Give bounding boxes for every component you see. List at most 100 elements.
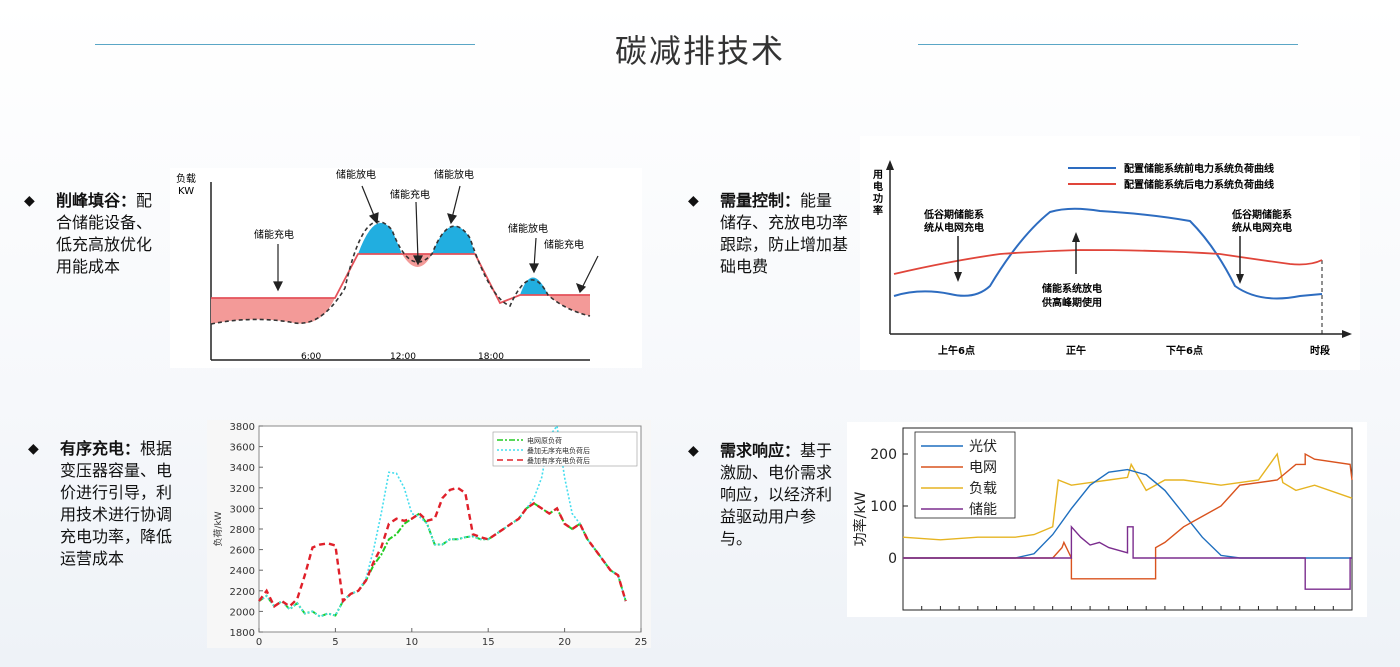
legend-label: 储能 (969, 502, 997, 518)
annotation-line: 供高峰期使用 (1041, 296, 1102, 309)
y-axis-char: 用 (872, 169, 883, 181)
flat-load-line (211, 253, 590, 305)
y-axis-char: 电 (873, 180, 883, 193)
legend-label-before: 配置储能系统前电力系统负荷曲线 (1124, 162, 1274, 175)
bullet-sep: ： (124, 439, 141, 458)
legend-label: 叠加有序充电负荷后 (527, 456, 590, 465)
series-line (258, 486, 627, 609)
bullet-body: 根据变压器容量、电价进行引导，利用技术进行协调充电功率，降低运营成本 (60, 439, 173, 568)
diamond-bullet-icon: ◆ (24, 193, 35, 209)
arrow-discharge-head (1072, 232, 1080, 242)
annotation-line: 统从电网充电 (1232, 221, 1292, 234)
y-axis-label: 功率/kW (852, 492, 869, 547)
annotation-line: 统从电网充电 (924, 221, 984, 234)
bullet-demand-response: ◆ 需求响应：基于激励、电价需求响应，以经济利益驱动用户参与。 (688, 440, 833, 550)
bullet-head: 需求响应 (720, 441, 785, 460)
load-curve-after (893, 249, 1323, 275)
legend-label: 叠加无序充电负荷后 (527, 446, 590, 455)
x-axis-label: 时段 (1310, 344, 1330, 357)
y-tick-label: 2600 (230, 546, 255, 557)
title-line-left (95, 44, 475, 45)
annotation-label: 储能放电 (508, 222, 548, 235)
charge-area-3 (548, 295, 590, 316)
y-tick-label: 3400 (230, 463, 255, 474)
y-axis-label: 负荷/kW (212, 511, 224, 546)
demand-control-diagram: 用 电 功 率 配置储能系统前电力系统负荷曲线 配置储能系统后电力系统负荷曲线 … (860, 136, 1360, 370)
series-line (903, 468, 1352, 559)
page-title: 碳减排技术 (614, 32, 785, 70)
x-tick-label: 18:00 (478, 352, 504, 362)
series-line (903, 452, 1353, 580)
y-tick-label: 3600 (230, 443, 255, 454)
y-tick-label: 3200 (230, 484, 255, 495)
ordered-charging-svg: 1800 2000 2200 2400 2600 2800 3000 3200 3400 3600… (212, 422, 648, 648)
discharge-area-1 (358, 222, 402, 254)
x-tick-label: 正午 (1066, 344, 1086, 357)
x-axis-arrow (1342, 330, 1352, 338)
original-load-curve (210, 220, 591, 325)
series-line (903, 524, 1352, 590)
legend-label-after: 配置储能系统后电力系统负荷曲线 (1124, 178, 1274, 191)
arrow-charge-left-head (954, 272, 962, 282)
x-tick-label: 下午6点 (1166, 344, 1203, 357)
bullet-body: 配合储能设备、低充高放优化用能成本 (56, 191, 153, 276)
bullet-head: 有序充电 (60, 439, 125, 458)
y-tick-label: 0 (888, 551, 897, 567)
legend-label: 负载 (969, 481, 997, 497)
y-axis-label: 负载 (176, 172, 196, 185)
y-tick-label: 100 (870, 499, 897, 515)
annotation-line: 低谷期储能系 (923, 208, 984, 221)
peak-shaving-diagram: 负载 KW 储能充电 储能放电 储能充电 储能放电 储能放电 储能充电 6:00… (170, 168, 642, 368)
diamond-bullet-icon: ◆ (688, 443, 699, 459)
annotation-label: 储能放电 (434, 168, 474, 181)
legend-label: 电网原负荷 (527, 436, 562, 445)
y-axis-char: 率 (873, 204, 883, 217)
charge-area-1 (211, 298, 335, 324)
annotation-label: 储能放电 (336, 168, 376, 181)
annotation-arrows (273, 185, 599, 294)
x-tick-label: 上午6点 (938, 344, 975, 357)
annotation-label: 储能充电 (390, 188, 430, 201)
series-line (902, 452, 1353, 541)
y-axis-char: 功 (873, 192, 883, 205)
legend-label: 电网 (969, 460, 997, 476)
y-axis-arrow (886, 160, 894, 170)
x-tick-label: 5 (332, 637, 338, 648)
y-tick-label: 200 (870, 447, 897, 463)
x-tick-label: 25 (635, 637, 648, 648)
annotation-label: 储能充电 (544, 238, 584, 251)
y-tick-label: 2000 (230, 607, 255, 618)
y-tick-label: 1800 (230, 628, 255, 639)
y-tick-label: 3800 (230, 422, 255, 433)
arrow-charge-right-head (1236, 274, 1244, 284)
annotation-line: 低谷期储能系 (1231, 208, 1292, 221)
x-tick-label: 12:00 (390, 352, 416, 362)
y-tick-label: 2400 (230, 566, 255, 577)
ordered-charging-chart: 1800 2000 2200 2400 2600 2800 3000 3200 3400 3600… (207, 420, 651, 648)
bullet-demand-control: ◆ 需量控制：能量储存、充放电功率跟踪，防止增加基础电费 (688, 190, 848, 278)
y-tick-label: 2200 (230, 587, 255, 598)
x-tick-label: 6:00 (301, 352, 321, 362)
series-line (258, 423, 627, 618)
bullet-head: 削峰填谷 (56, 191, 121, 210)
x-tick-label: 15 (482, 637, 495, 648)
y-axis-unit: KW (178, 186, 194, 197)
annotation-line: 储能系统放电 (1041, 282, 1102, 295)
bullet-ordered-charging: ◆ 有序充电：根据变压器容量、电价进行引导，利用技术进行协调充电功率，降低运营成… (28, 438, 178, 570)
diamond-bullet-icon: ◆ (688, 193, 699, 209)
demand-control-svg: 用 电 功 率 配置储能系统前电力系统负荷曲线 配置储能系统后电力系统负荷曲线 … (872, 160, 1352, 357)
load-curve-before (893, 207, 1323, 300)
peak-shaving-svg: 负载 KW 储能充电 储能放电 储能充电 储能放电 储能放电 储能充电 6:00… (176, 168, 599, 362)
y-tick-label: 2800 (230, 525, 255, 536)
x-tick-label: 0 (256, 637, 262, 648)
bullet-head: 需量控制 (720, 191, 785, 210)
y-tick-label: 3000 (230, 504, 255, 515)
x-tick-label: 10 (405, 637, 418, 648)
x-tick-label: 20 (558, 637, 571, 648)
bullet-sep: ： (784, 191, 801, 210)
title-line-right (918, 44, 1298, 45)
bullet-body: 能量储存、充放电功率跟踪，防止增加基础电费 (720, 191, 849, 276)
demand-response-chart: 0 100 200 功率/kW 光伏 电网 负载 储能 (847, 422, 1367, 617)
bullet-sep: ： (120, 191, 137, 210)
annotation-label: 储能充电 (254, 228, 294, 241)
